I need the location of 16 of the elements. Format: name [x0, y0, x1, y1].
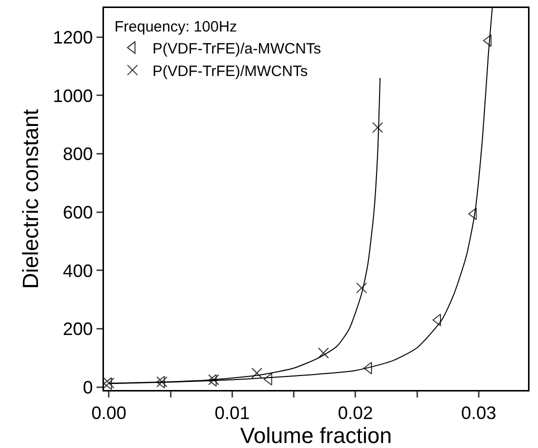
- y-tick-label: 0: [82, 377, 93, 398]
- y-tick-label: 800: [62, 144, 93, 164]
- y-tick-label: 1000: [52, 86, 93, 106]
- legend-label: P(VDF-TrFE)/MWCNTs: [152, 62, 308, 80]
- legend-label: P(VDF-TrFE)/a-MWCNTs: [152, 40, 322, 58]
- x-tick-label: 0.01: [214, 403, 250, 424]
- y-tick-label: 1200: [52, 27, 93, 48]
- x-axis-title: Volume fraction: [240, 423, 392, 448]
- x-tick-label: 0.02: [338, 403, 373, 424]
- x-tick-label: 0.03: [461, 403, 496, 424]
- legend-title: Frequency: 100Hz: [114, 18, 238, 36]
- y-tick-label: 200: [62, 319, 93, 340]
- y-tick-label: 600: [62, 202, 93, 222]
- x-tick-label: 0.00: [91, 403, 126, 424]
- y-tick-label: 400: [62, 260, 93, 281]
- y-axis-title: Dielectric constant: [18, 109, 43, 289]
